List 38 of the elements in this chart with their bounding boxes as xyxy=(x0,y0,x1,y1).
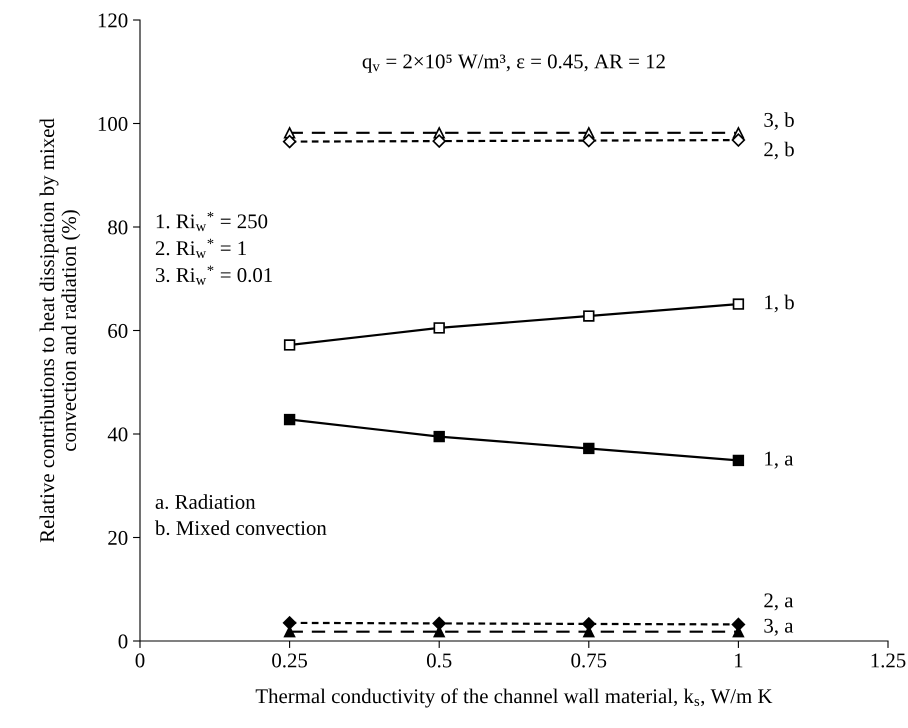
x-tick-label: 0.25 xyxy=(272,653,308,668)
series-label: 1, a xyxy=(765,452,794,469)
y-tick-label: 40 xyxy=(108,427,128,442)
x-axis-title: Thermal conductivity of the channel wall material, k$_{s}$, W/m K xyxy=(256,688,772,708)
point xyxy=(432,616,446,630)
point xyxy=(434,322,445,334)
annotation: q$_{v}$ = 2×10⁵ W/m³, ε = 0.45, AR = 12 xyxy=(362,54,665,73)
point xyxy=(282,134,296,148)
point xyxy=(282,616,296,630)
x-tick-label: 0 xyxy=(136,653,144,668)
series-label: 2, b xyxy=(764,142,794,160)
series-label: 2, a xyxy=(764,593,794,610)
y-axis-title: Relative contributions to heat dissipation by mixed convection and radiation (%) xyxy=(40,118,80,542)
point xyxy=(732,454,744,466)
y-tick-label: 100 xyxy=(98,116,128,131)
series-label: 3, b xyxy=(764,112,794,130)
x-tick-label: 1.25 xyxy=(872,653,906,668)
y-tick-label: 60 xyxy=(108,324,128,338)
y-tick-label: 80 xyxy=(108,220,128,234)
point xyxy=(432,134,446,148)
point xyxy=(284,339,296,351)
x-tick-label: 1 xyxy=(735,654,742,668)
point xyxy=(583,442,594,454)
series-label: 1, b xyxy=(765,294,794,312)
x-tick-label: 0.5 xyxy=(426,653,452,668)
series-label: 3, a xyxy=(764,618,794,636)
x-tick-label: 0.75 xyxy=(571,653,606,668)
y-tick-label: 0 xyxy=(118,634,128,648)
point xyxy=(732,298,744,310)
point xyxy=(434,430,445,442)
annotation: a. Radiation b. Mixed convection xyxy=(154,494,326,536)
point xyxy=(732,133,746,147)
point xyxy=(284,414,296,426)
y-tick-label: 120 xyxy=(98,13,128,28)
text: 1. Ri$_{w}$$^{*}$ = 250 2. Ri$_{w}$$^{*}$ = 1 3. Ri$_{w}$$^{*}$ = 0.01 xyxy=(156,212,272,285)
point xyxy=(582,134,596,148)
point xyxy=(583,310,594,322)
y-tick-label: 20 xyxy=(108,530,128,545)
